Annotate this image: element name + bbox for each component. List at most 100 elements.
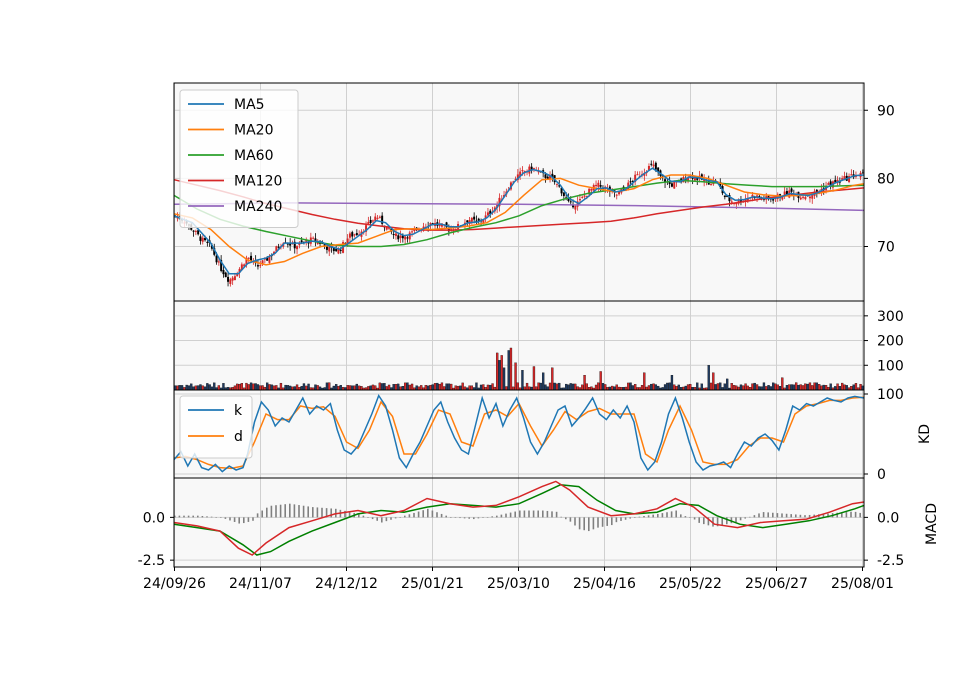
volume-bar bbox=[707, 365, 710, 391]
candle-body bbox=[703, 179, 706, 182]
volume-bar bbox=[254, 383, 257, 391]
candle-body bbox=[452, 230, 455, 232]
candle-body bbox=[652, 164, 655, 167]
volume-bar bbox=[732, 385, 736, 391]
candle-body bbox=[572, 204, 575, 208]
macd-osc-bar bbox=[854, 511, 857, 518]
volume-bar bbox=[334, 384, 338, 391]
volume-bar bbox=[314, 384, 317, 391]
volume-bar bbox=[774, 383, 777, 391]
candle-body bbox=[549, 175, 552, 180]
macd-osc-bar bbox=[390, 517, 392, 520]
volume-bar bbox=[735, 385, 738, 391]
candle-body bbox=[664, 179, 667, 183]
legend-label-ma20: MA20 bbox=[234, 123, 273, 139]
volume-bar bbox=[818, 384, 821, 391]
volume-bar bbox=[482, 384, 485, 391]
candle-body bbox=[482, 219, 485, 223]
candle-body bbox=[599, 185, 602, 187]
volume-bar bbox=[176, 385, 179, 391]
volume-bar bbox=[790, 384, 793, 391]
volume-bar bbox=[245, 382, 248, 391]
volume-bar bbox=[401, 386, 405, 391]
volume-bar bbox=[788, 384, 791, 391]
volume-y-tick-label: 200 bbox=[877, 334, 904, 350]
volume-bar bbox=[429, 384, 432, 391]
candle-body bbox=[204, 237, 207, 241]
volume-bar bbox=[479, 384, 483, 391]
volume-bar bbox=[760, 386, 763, 391]
macd-osc-bar bbox=[496, 515, 498, 518]
volume-bar bbox=[604, 384, 607, 391]
macd-osc-bar bbox=[229, 517, 231, 521]
macd-osc-bar bbox=[772, 512, 774, 518]
candle-body bbox=[841, 178, 844, 180]
macd-osc-bar bbox=[394, 517, 397, 519]
macd-osc-bar bbox=[661, 513, 664, 518]
macd-osc-bar bbox=[316, 507, 319, 518]
macd-osc-bar bbox=[302, 505, 305, 518]
candle-body bbox=[233, 276, 236, 280]
macd-y-tick-label: 0.0 bbox=[877, 510, 899, 526]
volume-bar bbox=[657, 385, 660, 391]
volume-bar bbox=[778, 386, 782, 391]
candle-body bbox=[726, 195, 729, 198]
volume-bar bbox=[436, 382, 439, 391]
candle-body bbox=[445, 222, 448, 228]
volume-bar bbox=[316, 385, 319, 391]
candle-body bbox=[670, 183, 673, 187]
macd-osc-bar bbox=[634, 517, 636, 518]
volume-bar bbox=[403, 382, 407, 391]
legend-label-k: k bbox=[234, 403, 243, 419]
macd-osc-bar bbox=[210, 516, 213, 518]
macd-osc-bar bbox=[298, 505, 300, 518]
volume-bar bbox=[730, 383, 733, 391]
candle-body bbox=[406, 237, 409, 239]
macd-osc-bar bbox=[178, 515, 181, 518]
macd-osc-bar bbox=[371, 517, 374, 520]
volume-bar bbox=[700, 383, 703, 391]
volume-bar bbox=[551, 367, 554, 391]
candle-body bbox=[583, 195, 586, 197]
price-y-tick-label: 90 bbox=[877, 103, 895, 119]
volume-bar bbox=[351, 385, 354, 391]
volume-bar bbox=[801, 385, 805, 391]
candle-body bbox=[647, 166, 650, 171]
volume-bar bbox=[769, 386, 772, 391]
volume-bar bbox=[415, 385, 418, 391]
volume-bar bbox=[709, 382, 713, 391]
macd-osc-bar bbox=[850, 511, 852, 518]
macd-osc-bar bbox=[739, 517, 742, 521]
macd-osc-bar bbox=[795, 514, 797, 518]
macd-osc-bar bbox=[735, 517, 737, 523]
macd-osc-bar bbox=[827, 513, 829, 518]
macd-osc-bar bbox=[252, 517, 254, 521]
macd-osc-bar bbox=[312, 507, 314, 518]
macd-osc-bar bbox=[491, 516, 493, 518]
candle-body bbox=[371, 220, 374, 222]
macd-osc-bar bbox=[790, 514, 792, 518]
candle-body bbox=[756, 195, 759, 197]
volume-bar bbox=[535, 386, 538, 391]
volume-bar bbox=[565, 383, 568, 391]
volume-bar bbox=[806, 383, 809, 391]
candle-body bbox=[551, 173, 554, 178]
x-tick-label: 24/11/07 bbox=[229, 576, 292, 592]
macd-osc-bar bbox=[551, 511, 553, 518]
volume-bar bbox=[631, 385, 634, 391]
macd-osc-bar bbox=[578, 517, 581, 530]
macd-osc-bar bbox=[546, 510, 549, 518]
volume-bar bbox=[461, 382, 464, 391]
volume-bar bbox=[252, 383, 255, 391]
volume-bar bbox=[454, 385, 457, 391]
volume-bar bbox=[815, 382, 818, 391]
volume-bar bbox=[799, 384, 802, 391]
volume-bar bbox=[838, 386, 841, 391]
volume-bar bbox=[576, 386, 579, 391]
candle-body bbox=[227, 276, 230, 282]
macd-osc-bar bbox=[275, 505, 277, 518]
volume-bar bbox=[279, 382, 283, 391]
candle-body bbox=[489, 210, 492, 214]
volume-y-tick-label: 300 bbox=[877, 309, 904, 325]
